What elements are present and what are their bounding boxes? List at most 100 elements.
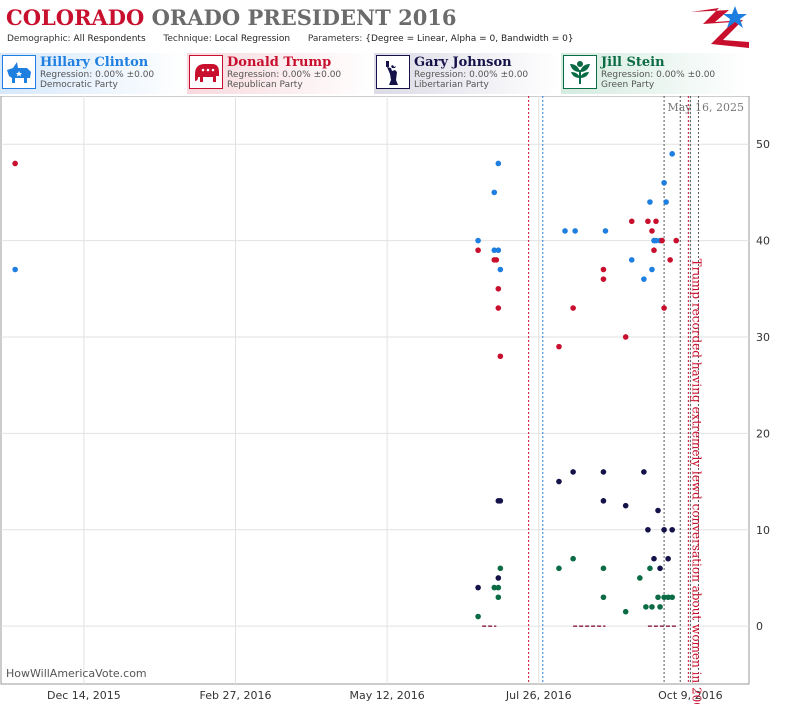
data-point: [495, 160, 502, 167]
y-tick-label: 50: [756, 138, 770, 151]
x-tick-label: May 12, 2016: [350, 689, 425, 702]
data-point: [655, 594, 661, 601]
candidate-party: Republican Party: [227, 80, 303, 90]
data-point: [628, 218, 635, 225]
data-point: [570, 555, 576, 562]
demographic-value: All Respondents: [73, 34, 146, 44]
candidate-trump[interactable]: Donald Trump Regression: 0.00% ±0.00 Rep…: [187, 53, 373, 94]
data-point: [649, 228, 655, 234]
elephant-icon: [189, 55, 223, 89]
technique-value: Local Regression: [214, 34, 291, 44]
candidate-regression: Regression: 0.00% ±0.00: [40, 70, 155, 80]
page-title: COLORADO ORADO PRESIDENT 2016: [6, 5, 457, 30]
candidate-legend: Hillary Clinton Regression: 0.00% ±0.00 …: [0, 53, 749, 94]
data-point: [669, 594, 675, 601]
x-tick-label: Dec 14, 2015: [47, 689, 121, 702]
candidate-johnson[interactable]: Gary Johnson Regression: 0.00% ±0.00 Lib…: [374, 53, 560, 94]
data-point: [600, 266, 607, 273]
data-point: [495, 594, 502, 601]
candidate-party: Green Party: [601, 80, 655, 90]
data-point: [570, 305, 576, 311]
plot-frame: [0, 96, 750, 685]
polling-chart: 0 10 20 30 40 50 Dec 14, 2015 Feb 27, 2016 May 1…: [0, 96, 770, 704]
data-point: [491, 189, 498, 196]
candidate-name: Hillary Clinton: [40, 55, 149, 70]
data-point: [600, 594, 607, 601]
data-point: [497, 498, 504, 504]
data-point: [475, 613, 481, 620]
data-point: [556, 565, 562, 572]
data-point: [556, 343, 562, 350]
data-point: [622, 334, 629, 340]
data-point: [493, 257, 500, 263]
data-point: [495, 575, 502, 581]
data-point: [556, 478, 562, 485]
candidate-name: Gary Johnson: [414, 55, 512, 70]
data-point: [600, 469, 607, 475]
data-point: [495, 584, 502, 591]
leaf-icon: [563, 55, 597, 89]
data-point: [637, 575, 643, 581]
state-name: COLORADO: [6, 5, 145, 30]
data-point: [667, 257, 673, 263]
statue-of-liberty-icon: [376, 55, 410, 89]
parameters-value: {Degree = Linear, Alpha = 0, Bandwidth =…: [365, 34, 574, 44]
data-point: [497, 565, 504, 572]
parameters-label: Parameters:: [307, 34, 363, 44]
technique-label: Technique:: [163, 34, 212, 44]
data-point: [570, 469, 576, 475]
data-point: [659, 237, 665, 244]
date-label: May 16, 2025: [667, 101, 744, 114]
data-point: [645, 218, 651, 225]
data-point: [653, 237, 659, 244]
candidate-name: Donald Trump: [227, 55, 332, 70]
data-point: [647, 199, 653, 205]
data-point: [475, 237, 481, 244]
candidate-stein[interactable]: Jill Stein Regression: 0.00% ±0.00 Green…: [561, 53, 747, 94]
x-tick-label: Feb 27, 2016: [200, 689, 272, 702]
candidate-clinton[interactable]: Hillary Clinton Regression: 0.00% ±0.00 …: [0, 53, 186, 94]
data-point: [657, 565, 663, 572]
data-point: [602, 228, 609, 234]
data-point: [628, 257, 635, 263]
data-point: [657, 604, 663, 610]
data-point: [649, 604, 655, 610]
data-point: [665, 555, 671, 562]
data-point: [661, 594, 667, 601]
data-point: [497, 353, 504, 360]
data-point: [12, 266, 18, 273]
data-point: [475, 247, 481, 254]
data-point: [663, 199, 669, 205]
candidate-party: Libertarian Party: [414, 80, 489, 90]
event-annotation: Trump recorded having extremely lewd con…: [689, 259, 703, 704]
y-tick-label: 20: [756, 427, 770, 440]
data-point: [641, 469, 647, 475]
parameters-line: Demographic: All Respondents Technique: …: [7, 34, 574, 44]
data-point: [665, 594, 671, 601]
demographic-label: Demographic:: [7, 34, 71, 44]
data-point: [661, 526, 667, 533]
data-point: [651, 555, 657, 562]
x-tick-label: Jul 26, 2016: [505, 689, 572, 702]
donkey-icon: [2, 55, 36, 89]
data-point: [497, 266, 504, 273]
data-point: [641, 276, 647, 282]
data-point: [600, 276, 607, 282]
data-point: [649, 266, 655, 273]
data-point: [572, 228, 578, 234]
y-tick-label: 10: [756, 524, 770, 537]
x-tick-label: Oct 9, 2016: [658, 689, 723, 702]
candidate-regression: Regression: 0.00% ±0.00: [227, 70, 342, 80]
data-point: [661, 179, 667, 186]
y-tick-label: 40: [756, 235, 770, 248]
data-point: [661, 305, 667, 311]
data-point: [495, 285, 502, 292]
data-point: [655, 507, 661, 514]
candidate-party: Democratic Party: [40, 80, 118, 90]
y-tick-label: 30: [756, 331, 770, 344]
candidate-regression: Regression: 0.00% ±0.00: [414, 70, 529, 80]
data-point: [495, 247, 502, 254]
data-point: [673, 237, 680, 244]
data-point: [651, 247, 657, 254]
data-point: [562, 228, 568, 234]
